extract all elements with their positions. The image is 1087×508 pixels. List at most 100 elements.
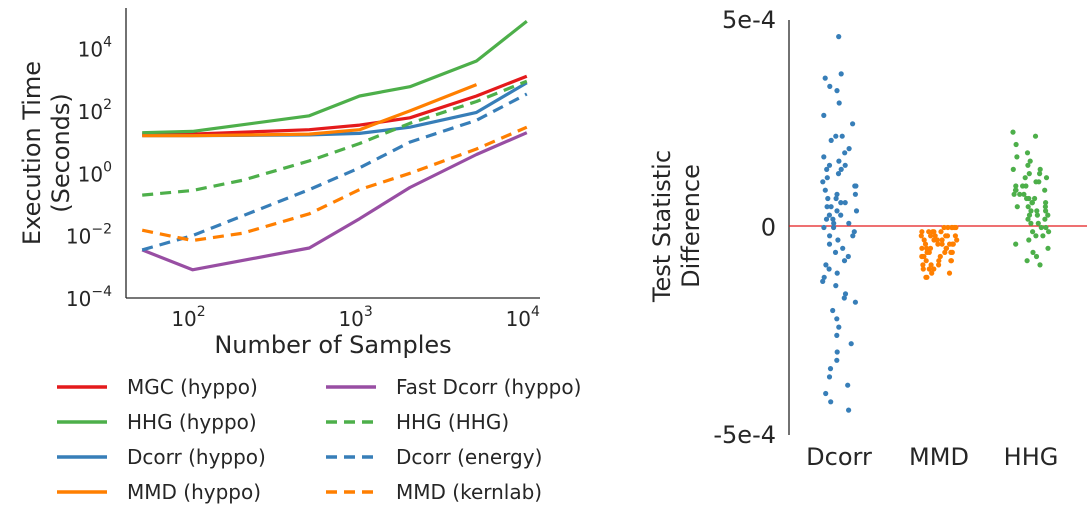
strip-points [820,34,1052,413]
right-y-tick-0: 5e-4 [722,6,776,34]
point-hhg-31 [1014,204,1020,210]
point-mmd-41 [919,253,925,260]
point-mmd-20 [921,237,927,243]
y-tick-1-base: 10 [78,100,103,124]
point-mmd-5 [941,224,947,231]
y-tick-3: 10−2 [66,222,112,249]
y-tick-1: 102 [78,97,112,124]
y-tick-3-base: 10 [66,225,91,249]
point-dcorr-7 [850,121,856,127]
point-mmd-15 [952,233,959,239]
category-labels: Dcorr MMD HHG [806,443,1058,471]
point-hhg-10 [1037,171,1043,177]
right-y-tick-2: -5e-4 [713,421,776,449]
point-dcorr-54 [834,270,840,276]
point-hhg-53 [1033,253,1040,260]
point-dcorr-24 [822,187,828,193]
point-mmd-42 [937,253,943,260]
point-hhg-6 [1025,162,1031,168]
point-dcorr-47 [826,241,833,247]
point-dcorr-46 [835,237,841,243]
point-hhg-39 [1042,216,1048,222]
point-dcorr-53 [826,266,832,272]
point-dcorr-52 [823,262,829,268]
point-mmd-31 [924,245,930,251]
point-dcorr-6 [821,112,827,118]
y-axis-label-line1: Execution Time [18,61,46,245]
point-dcorr-60 [852,299,859,305]
series-line-4 [141,131,528,272]
series-line-1 [142,20,528,135]
y-tick-4-base: 10 [66,287,91,311]
point-mmd-9 [931,229,937,235]
y-tick-labels: 5e-4 0 -5e-4 [713,6,776,449]
legend-label-3: MMD (hyppo) [127,480,261,504]
point-dcorr-9 [833,133,839,139]
point-dcorr-55 [821,274,827,280]
point-hhg-21 [1017,191,1023,197]
point-dcorr-64 [834,332,840,338]
point-dcorr-4 [834,88,840,94]
point-dcorr-73 [846,407,852,413]
y-tick-3-exponent: −2 [91,222,112,238]
point-mmd-49 [936,262,942,268]
point-dcorr-2 [822,75,828,81]
point-mmd-29 [927,245,934,251]
point-hhg-12 [1043,175,1050,181]
point-dcorr-3 [827,83,833,89]
point-hhg-37 [1026,212,1033,218]
point-hhg-23 [1011,191,1017,197]
point-dcorr-58 [842,291,849,297]
point-dcorr-13 [821,154,827,160]
point-mmd-13 [944,233,951,239]
point-hhg-2 [1013,141,1019,148]
point-dcorr-1 [838,71,844,77]
point-mmd-3 [949,224,955,231]
point-mmd-46 [936,258,942,264]
point-dcorr-51 [841,258,848,264]
category-label-0: Dcorr [806,443,872,471]
x-tick-2-exponent: 4 [531,304,540,320]
point-mmd-24 [939,241,945,247]
test-statistic-chart: 5e-4 0 -5e-4 Dcorr MMD HHG Test Statistic Di… [648,6,1087,471]
x-tick-1: 103 [338,304,372,331]
point-mmd-7 [919,229,925,235]
series-line-7 [141,125,528,243]
point-hhg-28 [1043,200,1049,206]
point-dcorr-40 [831,220,837,226]
point-dcorr-72 [828,399,834,405]
point-mmd-14 [928,233,934,239]
point-dcorr-0 [836,34,842,40]
point-dcorr-11 [846,146,852,152]
point-dcorr-49 [832,249,839,255]
point-dcorr-39 [846,220,852,226]
point-hhg-0 [1010,129,1016,135]
point-dcorr-16 [842,162,848,168]
y-tick-2-base: 10 [78,162,103,186]
point-mmd-22 [934,237,941,243]
point-hhg-41 [1028,220,1034,226]
point-dcorr-29 [838,200,844,206]
point-hhg-48 [1040,233,1046,239]
x-tick-1-base: 10 [338,307,363,331]
point-hhg-51 [1045,245,1051,251]
x-tick-1-exponent: 3 [364,304,373,320]
point-dcorr-41 [831,224,837,231]
point-dcorr-30 [842,200,848,206]
point-mmd-30 [919,245,925,251]
point-dcorr-26 [852,191,859,197]
point-hhg-45 [1030,229,1036,235]
point-hhg-42 [1035,220,1041,226]
point-hhg-43 [1038,224,1044,231]
legend: MGC (hyppo) HHG (hyppo) Dcorr (hyppo) MMD (… [57,375,581,504]
point-hhg-30 [1025,204,1031,210]
point-dcorr-61 [830,307,836,314]
legend-label-0: MGC (hyppo) [127,375,258,399]
y-axis-label-line2: (Seconds) [47,93,75,213]
point-dcorr-37 [830,216,836,222]
point-mmd-48 [928,262,934,268]
point-mmd-11 [932,233,938,239]
point-mmd-18 [939,237,945,243]
point-hhg-1 [1032,133,1039,139]
